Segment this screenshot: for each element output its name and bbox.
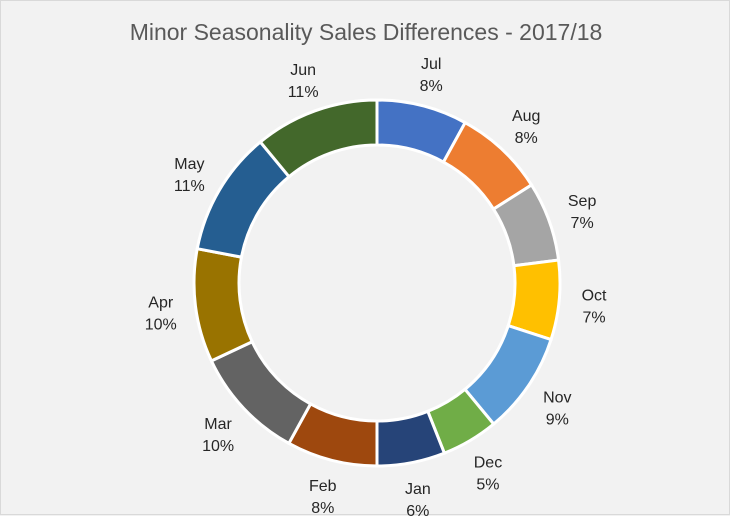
slice-label-mar: Mar 10% [202, 416, 234, 455]
slice-value: 8% [515, 130, 538, 147]
donut-slices [192, 98, 562, 468]
slice-category: Feb [309, 478, 337, 495]
slice-value: 11% [288, 84, 319, 101]
slice-value: 7% [571, 215, 594, 232]
slice-value: 8% [420, 78, 443, 95]
slice-category: Jun [290, 62, 316, 79]
slice-label-feb: Feb 8% [309, 478, 337, 516]
slice-category: Sep [568, 193, 597, 210]
slice-category: Oct [582, 288, 607, 305]
slice-value: 7% [582, 310, 605, 327]
slice-category: Nov [543, 390, 571, 407]
slice-category: Apr [148, 294, 174, 311]
slice-category: Jul [421, 56, 441, 73]
slice-category: Jan [405, 481, 431, 498]
slice-label-jan: Jan 6% [405, 481, 431, 516]
chart-title: Minor Seasonality Sales Differences - 20… [129, 19, 603, 45]
slice-label-apr: Apr 10% [145, 294, 177, 333]
slice-label-dec: Dec 5% [474, 455, 502, 494]
slice-value: 11% [174, 178, 205, 195]
slice-label-nov: Nov 9% [543, 390, 571, 429]
slice-jun [258, 98, 379, 179]
slice-apr [192, 246, 255, 363]
slice-value: 9% [546, 412, 569, 429]
slice-value: 10% [145, 316, 177, 333]
slice-value: 8% [311, 500, 334, 516]
slice-label-jun: Jun 11% [288, 62, 319, 101]
slice-category: Aug [512, 108, 540, 125]
slice-label-oct: Oct 7% [582, 288, 607, 327]
donut-labels: Jul 8% Aug 8% Sep 7% Oct 7% Nov 9% Dec 5% Jan 6% Feb 8%… [145, 56, 607, 516]
slice-value: 5% [476, 477, 499, 494]
slice-category: Mar [204, 416, 232, 433]
slice-label-sep: Sep 7% [568, 193, 597, 232]
slice-label-aug: Aug 8% [512, 108, 540, 147]
slice-value: 10% [202, 438, 234, 455]
slice-value: 6% [406, 503, 429, 516]
slice-label-jul: Jul 8% [420, 56, 443, 95]
slice-category: May [174, 156, 204, 173]
slice-label-may: May 11% [174, 156, 205, 195]
slice-category: Dec [474, 455, 502, 472]
